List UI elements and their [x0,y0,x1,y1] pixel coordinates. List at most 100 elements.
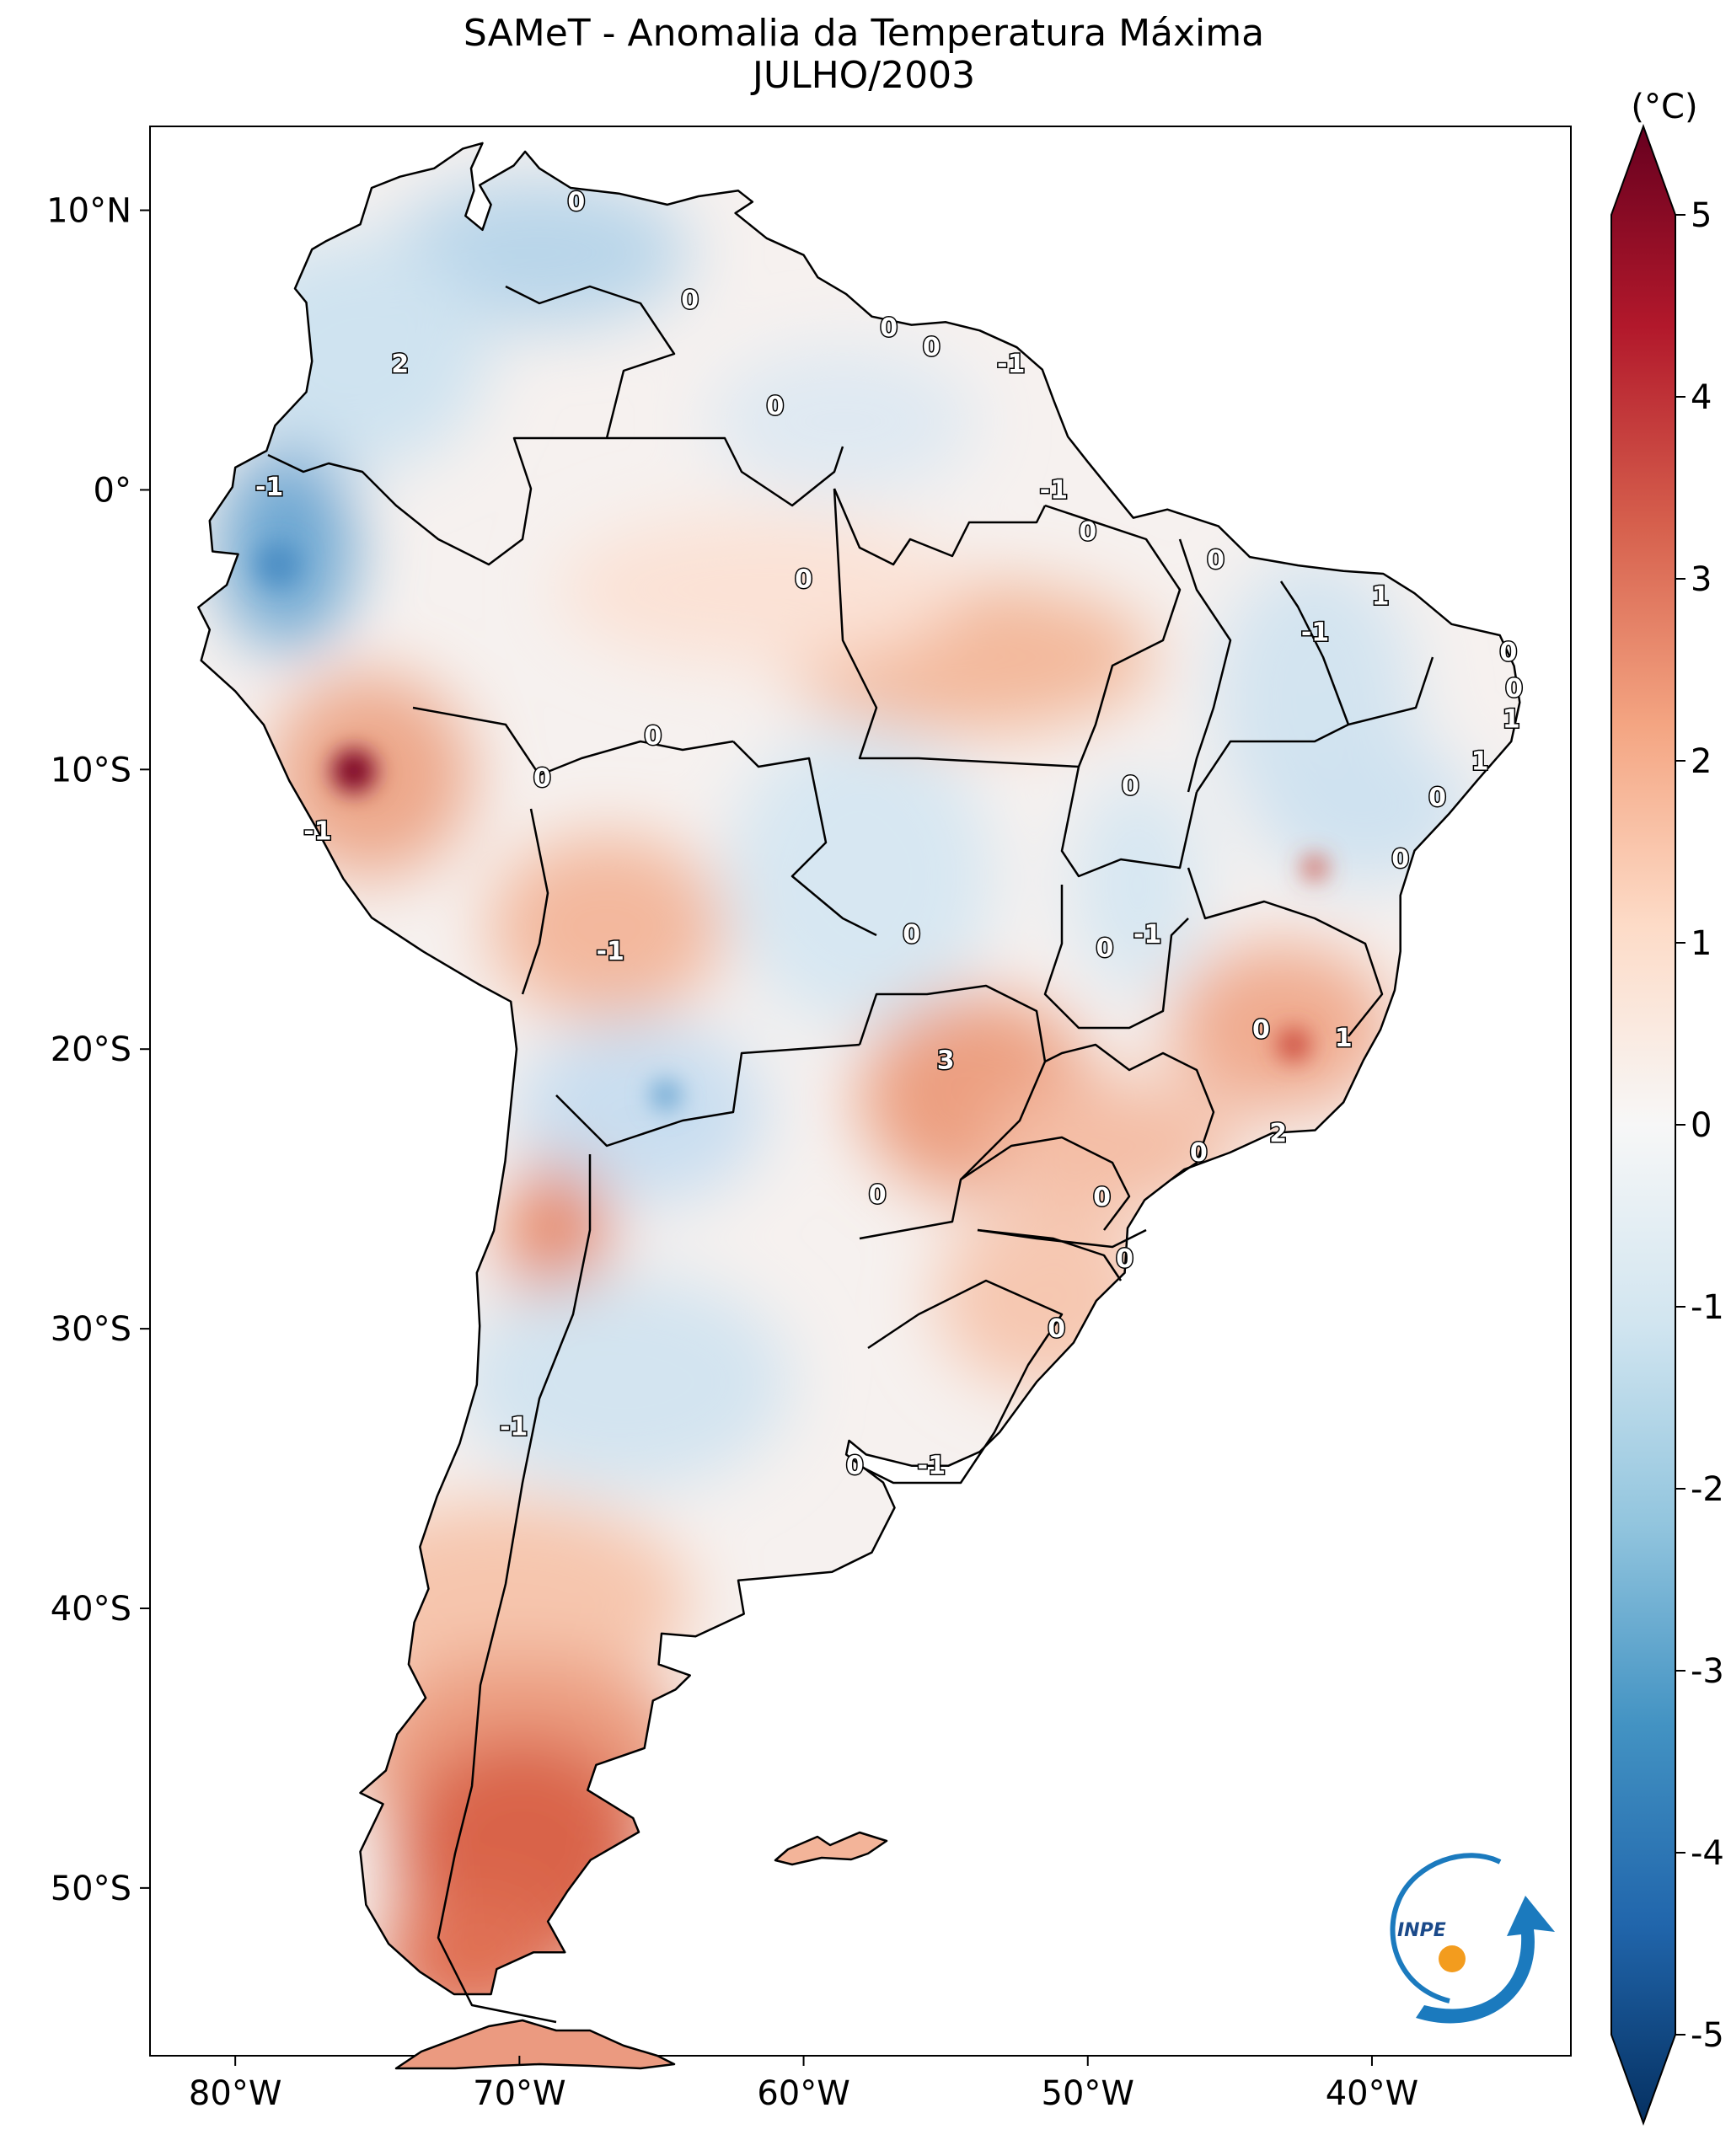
contour-label: -1 [1301,618,1329,648]
colorbar-tick-label: 1 [1691,924,1712,963]
lon-tick-label: 60°W [757,2074,849,2113]
contour-label: 0 [1096,934,1114,964]
colorbar-tick-label: -5 [1691,2016,1724,2055]
logo-text: INPE [1397,1920,1446,1941]
map-title: SAMeT - Anomalia da Temperatura Máxima [463,12,1265,55]
contour-label: 0 [533,763,551,793]
border-colombia-ecuador-peru [267,436,607,566]
border-peru-brazil [412,706,734,777]
contour-label: 0 [846,1452,864,1481]
state-border-5 [1060,766,1198,878]
contour-label: 1 [1372,582,1390,612]
state-border-11 [960,1136,1131,1231]
inpe-logo: INPE [1390,1853,1555,2024]
logo-sun [1439,1945,1466,1972]
border-bolivia-brazil [732,741,877,937]
state-border-7 [1279,580,1350,725]
colorbar-tick-label: 3 [1691,560,1712,599]
colorbar-tick-label: -3 [1691,1652,1724,1691]
lon-tick-label: 40°W [1326,2074,1418,2113]
state-border-1 [833,488,1047,566]
border-bolivia-argentina [555,1043,860,1148]
contour-label: -1 [997,350,1025,379]
contour-label: -1 [918,1452,946,1481]
lat-tick-label: 10°S [51,751,131,789]
coastline [197,142,1521,1996]
colorbar-tick-label: -2 [1691,1470,1724,1509]
colorbar: 5 4 3 2 1 0 -1 -2 -3 -4 -5 (°C) [1610,88,1724,2126]
state-border-12 [977,1228,1147,1249]
contour-label: -1 [303,816,331,846]
colorbar-tick-label: 5 [1691,196,1712,235]
tierra-del-fuego [394,2019,676,2070]
contour-label: 0 [1391,845,1409,875]
contour-label: 0 [1122,772,1139,801]
contour-label: 0 [869,1180,887,1210]
contour-label: 0 [903,920,920,950]
border-venezuela-brazil [607,436,844,507]
contour-label: 1 [1335,1024,1353,1053]
logo-swoosh [1416,1896,1555,2024]
contour-label: 0 [1499,638,1517,667]
contour-label: 0 [1252,1015,1270,1045]
contour-label: 0 [1079,517,1096,547]
lat-tick-label: 10°N [46,192,131,231]
state-border-4 [1178,538,1232,793]
logo-orbit-arc [1390,1853,1502,2004]
lon-tick-label: 70°W [473,2074,565,2113]
state-border-10 [1044,1043,1215,1181]
border-chile-argentina [437,1154,592,2024]
border-brazil-argentina [977,1228,1123,1281]
contour-label: 0 [1505,674,1523,704]
border-peru-bolivia [521,808,549,995]
lat-tick-label: 30°S [51,1310,131,1349]
contour-label: 0 [1048,1314,1065,1344]
state-border-8 [1187,867,1384,1037]
contour-label: -1 [1133,920,1161,950]
contour-label: 0 [1116,1244,1133,1274]
lon-tick-label: 80°W [189,2074,281,2113]
lat-tick-label: 0° [94,471,131,510]
colorbar-tick-label: 2 [1691,742,1712,781]
contour-label: 0 [1207,545,1225,575]
state-border-6 [1195,656,1434,793]
colorbar-tick-label: 0 [1691,1106,1712,1145]
state-border-3 [1044,504,1182,768]
contour-label: 0 [567,188,585,217]
contour-label: 0 [1093,1183,1111,1212]
lat-tick-label: 40°S [51,1590,131,1629]
axis-ticks [140,209,1373,2066]
state-border-2 [833,488,1080,768]
border-paraguay [858,984,1047,1240]
lat-tick-label: 50°S [51,1870,131,1908]
contour-label: 0 [681,286,699,315]
anomaly-hotspots [256,543,1326,1110]
contour-label: 1 [1503,705,1520,735]
border-colombia-venezuela [505,285,676,439]
contour-label: 0 [644,722,662,752]
contour-label: 0 [766,392,784,421]
state-border-9 [1043,885,1189,1030]
colorbar-unit: (°C) [1631,88,1697,126]
map-subtitle: JULHO/2003 [752,54,976,97]
contour-label: -1 [597,937,624,966]
colorbar-bar [1610,124,1676,2126]
colorbar-tick-label: -1 [1691,1288,1724,1327]
colorbar-tick-label: -4 [1691,1834,1724,1873]
contour-label: -1 [1040,475,1068,505]
contour-label: 0 [1190,1138,1208,1168]
colorbar-tick-label: 4 [1691,378,1712,417]
lat-tick-label: 20°S [51,1030,131,1069]
contour-label: 1 [1471,746,1489,776]
contour-label: 0 [1428,784,1446,813]
contour-label: 2 [1269,1119,1287,1148]
falkland-islands [774,1831,888,1866]
contour-label: 0 [795,565,812,595]
lon-tick-label: 50°W [1042,2074,1134,2113]
contour-label: -1 [500,1412,528,1442]
border-uruguay [859,1279,1064,1485]
contour-label: 3 [937,1046,955,1075]
axis-tick-labels: 80°W 70°W 60°W 50°W 40°W 10°N 0° 10°S 20°S 30°S 40… [46,192,1418,2113]
